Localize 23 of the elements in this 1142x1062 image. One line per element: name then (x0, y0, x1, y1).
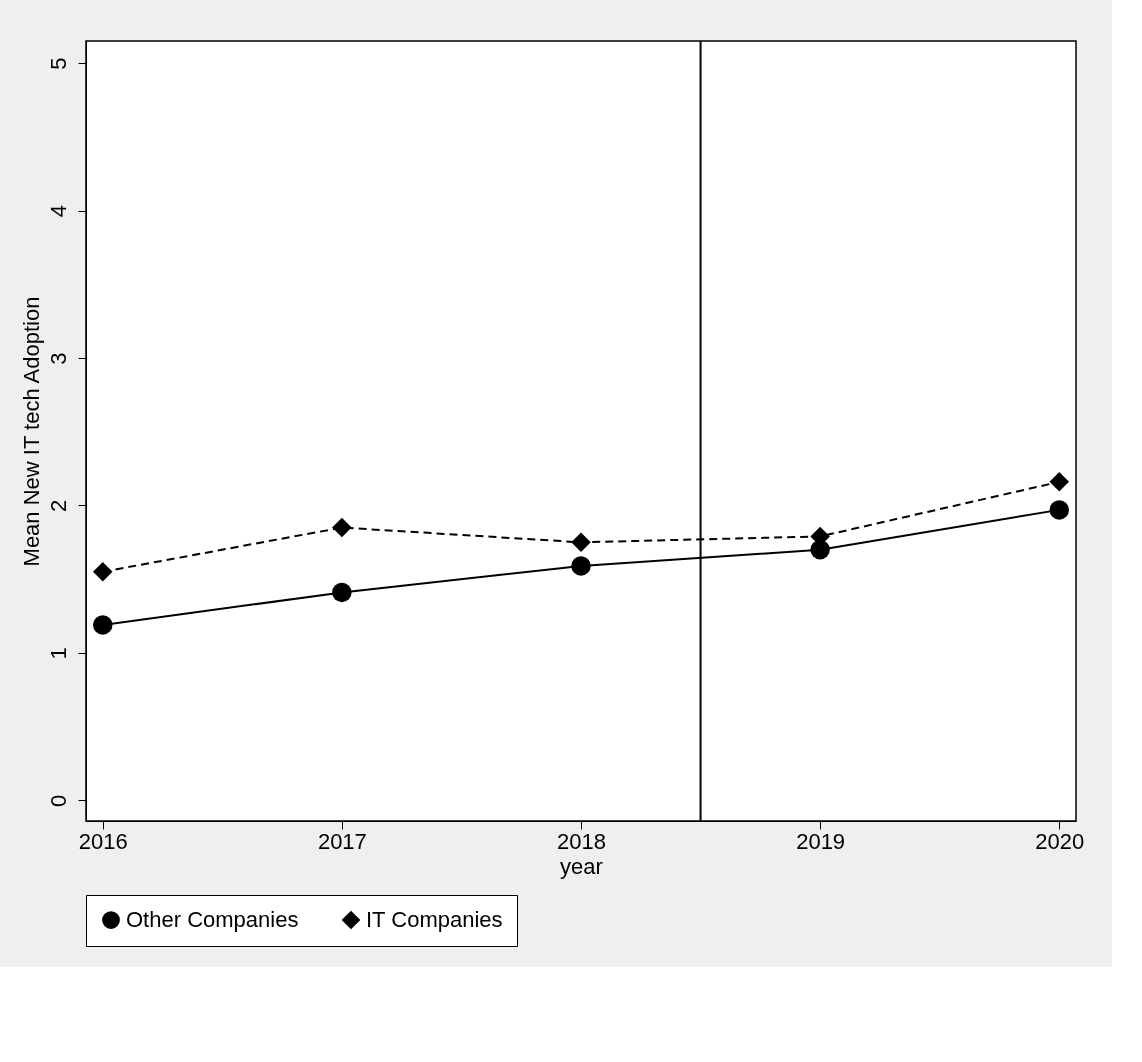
x-tick-label: 2018 (557, 828, 606, 854)
point (1049, 472, 1070, 492)
y-tick-label: 0 (45, 794, 71, 807)
point (332, 582, 352, 603)
point (92, 615, 113, 635)
x-axis-title: year (560, 853, 603, 879)
y-tick-label: 2 (45, 499, 71, 513)
x-tick-label: 2017 (317, 828, 367, 854)
point (92, 562, 113, 582)
legend-label: IT Companies (366, 907, 503, 933)
x-tick-label: 2020 (1035, 828, 1085, 854)
x-tick-label: 2016 (78, 828, 128, 854)
point (1049, 500, 1070, 520)
legend-label: Other Companies (126, 907, 299, 933)
y-tick-label: 4 (45, 204, 71, 218)
y-tick-label: 5 (45, 57, 71, 70)
y-tick-label: 3 (45, 352, 71, 365)
x-tick-label: 2019 (796, 828, 846, 854)
point (571, 556, 591, 576)
y-tick-label: 1 (45, 647, 71, 660)
point (332, 517, 352, 538)
y-axis-title: Mean New IT tech Adoption (18, 296, 44, 567)
point (571, 532, 591, 553)
